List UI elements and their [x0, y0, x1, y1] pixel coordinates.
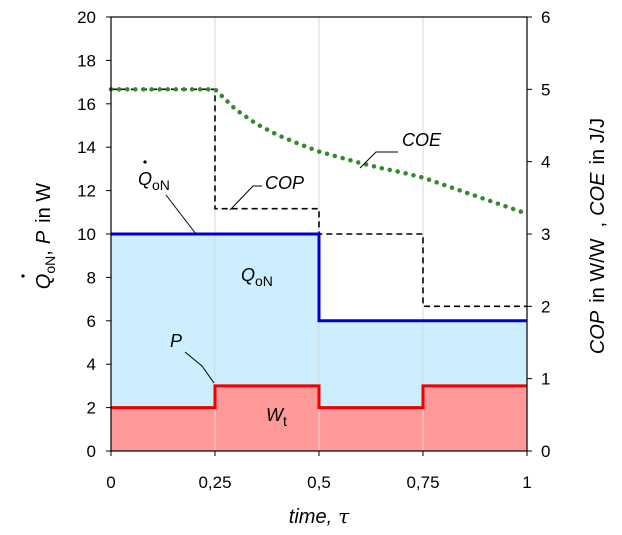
- y-right-tick-label-0: 0: [541, 442, 550, 461]
- area-label-qon: QoN: [241, 265, 273, 289]
- y-right-tick-label-3: 3: [541, 225, 550, 244]
- x-axis-label: time, τ: [289, 504, 350, 528]
- y-right-tick-label-5: 5: [541, 80, 550, 99]
- x-tick-label-3: 0,75: [406, 473, 439, 492]
- x-tick-label-1: 0,25: [198, 473, 231, 492]
- y-right-tick-label-1: 1: [541, 370, 550, 389]
- y-left-tick-label-2: 4: [87, 355, 96, 374]
- y-right-axis-label: COPin W/W,COEin J/J: [587, 118, 609, 354]
- series-lines: [108, 87, 530, 410]
- svg-text:QoN: QoN: [138, 169, 170, 193]
- x-tick-label-0: 0: [106, 473, 115, 492]
- y-left-tick-label-1: 2: [87, 399, 96, 418]
- y-right-tick-label-2: 2: [541, 297, 550, 316]
- svg-text:COPin W/W,COEin J/J: COPin W/W,COEin J/J: [587, 118, 609, 354]
- y-left-axis-label: QoN,Pin W: [33, 183, 58, 289]
- y-left-tick-label-8: 16: [77, 95, 96, 114]
- leader-coe: [359, 151, 398, 169]
- annotation-cop: COP: [265, 173, 304, 193]
- x-tick-label-4: 1: [522, 473, 531, 492]
- leader-p: [184, 351, 215, 384]
- y-left-label-dot: [21, 274, 25, 278]
- annotation-p: P: [170, 331, 182, 351]
- x-tick-label-2: 0,5: [307, 473, 331, 492]
- y-left-tick-label-6: 12: [77, 182, 96, 201]
- y-left-tick-label-3: 6: [87, 312, 96, 331]
- svg-text:QoN,Pin W: QoN,Pin W: [33, 183, 58, 289]
- series-cop: [111, 88, 527, 308]
- annotation-qon: QoN: [138, 160, 170, 193]
- series-qon: [111, 232, 527, 323]
- y-left-tick-label-7: 14: [77, 138, 96, 157]
- annotation-coe: COE: [402, 130, 442, 150]
- y-right-tick-label-6: 6: [541, 8, 550, 27]
- qon-dot: [143, 160, 147, 164]
- y-left-tick-label-5: 10: [77, 225, 96, 244]
- y-right-tick-label-4: 4: [541, 153, 550, 172]
- y-left-tick-label-4: 8: [87, 268, 96, 287]
- y-left-tick-label-0: 0: [87, 442, 96, 461]
- leader-qon: [165, 194, 197, 235]
- series-p: [111, 384, 527, 410]
- y-left-tick-label-10: 20: [77, 8, 96, 27]
- y-left-tick-label-9: 18: [77, 51, 96, 70]
- area-label-wt: Wt: [266, 405, 287, 429]
- leader-cop: [229, 185, 262, 211]
